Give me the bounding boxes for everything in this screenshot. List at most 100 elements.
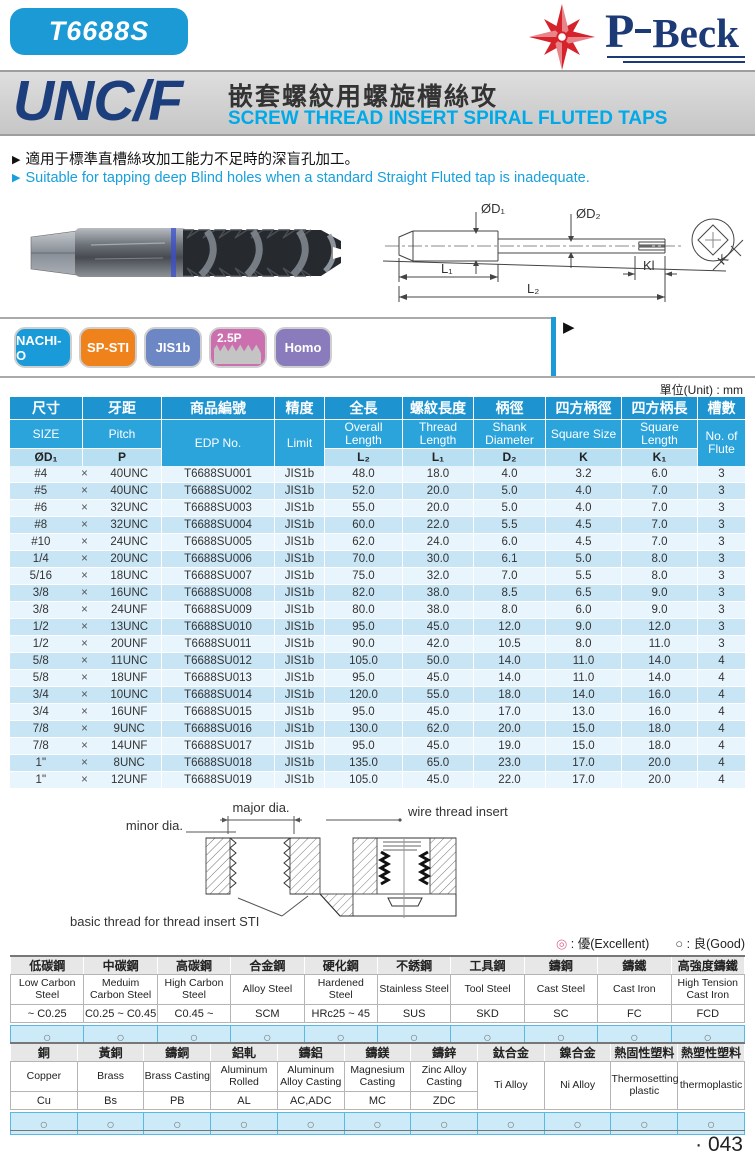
spec-cell: 20.0 bbox=[403, 483, 474, 500]
spec-cell: 80.0 bbox=[325, 602, 403, 619]
insert-label-major: major dia. bbox=[232, 800, 289, 815]
material-abbr: AC,ADC bbox=[276, 1091, 345, 1110]
spec-size-cell: #10 × 24UNC bbox=[10, 534, 162, 551]
spec-col-0: 尺寸 SIZE ØD₁ bbox=[10, 397, 83, 466]
spec-cell: 45.0 bbox=[403, 738, 474, 755]
spec-cell: 17.0 bbox=[546, 755, 622, 772]
spec-cell: 45.0 bbox=[403, 772, 474, 789]
bullet-zh: ▶ 適用于標準直槽絲攻加工能力不足時的深盲孔加工。 bbox=[12, 148, 359, 169]
spec-cell: 6.5 bbox=[546, 585, 622, 602]
spec-size-cell: #4 × 40UNC bbox=[10, 466, 162, 483]
material-rating-row: ○ ○ ○ ○ ○ ○ ○ ○ ○ ○ bbox=[9, 1025, 746, 1048]
spec-header-sym: K₁ bbox=[622, 449, 697, 466]
spec-size-cell: 5/8 × 11UNC bbox=[10, 653, 162, 670]
rating-circle-icon: ○ bbox=[10, 1112, 78, 1135]
spec-cell: 3 bbox=[698, 602, 745, 619]
spec-cell: 17.0 bbox=[474, 704, 546, 721]
material-name-zh: 鑄鋁 bbox=[276, 1042, 345, 1062]
logo-underline bbox=[607, 56, 745, 58]
spec-cell: JIS1b bbox=[275, 483, 325, 500]
size-value: 1" bbox=[35, 757, 47, 769]
material-abbr: Cu bbox=[10, 1091, 78, 1110]
material-name-zh: 鑄鋅 bbox=[410, 1042, 479, 1062]
spec-table: 尺寸 SIZE ØD₁ 牙距 Pitch P 商品編號 EDP No. 精度 Limit 全長 Ove… bbox=[10, 397, 745, 789]
spec-cell: 6.0 bbox=[546, 602, 622, 619]
times-symbol: × bbox=[81, 757, 88, 769]
spec-cell: 11.0 bbox=[622, 636, 698, 653]
spec-cell: 15.0 bbox=[546, 721, 622, 738]
spec-cell: 14.0 bbox=[474, 670, 546, 687]
spec-cell: 4 bbox=[698, 687, 745, 704]
table-row: 5/8 × 11UNC T6688SU012 JIS1b 105.0 50.0 14.0 11.… bbox=[10, 653, 745, 670]
rating-circle-icon: ○ bbox=[410, 1112, 479, 1135]
spec-cell: 6.1 bbox=[474, 551, 546, 568]
spec-size-cell: 3/8 × 16UNC bbox=[10, 585, 162, 602]
page-number: · 043 bbox=[695, 1133, 743, 1156]
spec-header-en: No. of Flute bbox=[698, 420, 745, 466]
times-symbol: × bbox=[81, 638, 88, 650]
spec-cell: 3 bbox=[698, 636, 745, 653]
pitch-value: 11UNC bbox=[110, 655, 148, 667]
times-symbol: × bbox=[81, 740, 88, 752]
times-symbol: × bbox=[81, 502, 88, 514]
spec-cell: 4 bbox=[698, 653, 745, 670]
spec-cell: 8.0 bbox=[474, 602, 546, 619]
rating-circle-icon: ○ bbox=[543, 1112, 612, 1135]
insert-label-minor: minor dia. bbox=[126, 818, 183, 833]
spec-cell: 42.0 bbox=[403, 636, 474, 653]
size-value: 1" bbox=[35, 774, 47, 786]
badge-sp-sti: SP-STI bbox=[79, 327, 137, 368]
good-icon: ○ bbox=[675, 936, 684, 951]
spec-cell: JIS1b bbox=[275, 687, 325, 704]
spec-header-sym: ØD₁ bbox=[10, 449, 82, 466]
size-value: 5/16 bbox=[29, 570, 52, 582]
spec-cell: 18.0 bbox=[622, 721, 698, 738]
spec-col-3: 精度 Limit bbox=[275, 397, 325, 466]
spec-cell: 8.0 bbox=[622, 568, 698, 585]
spec-cell: T6688SU007 bbox=[162, 568, 275, 585]
spec-cell: JIS1b bbox=[275, 755, 325, 772]
spec-col-2: 商品編號 EDP No. bbox=[162, 397, 275, 466]
table-row: #5 × 40UNC T6688SU002 JIS1b 52.0 20.0 5.0 4.0 7.0… bbox=[10, 483, 745, 500]
badge-label: Homo bbox=[284, 340, 322, 355]
spec-cell: 22.0 bbox=[474, 772, 546, 789]
material-name-zh: 工具鋼 bbox=[450, 955, 525, 975]
table-row: 3/8 × 16UNC T6688SU008 JIS1b 82.0 38.0 8.5 6.5 9.… bbox=[10, 585, 745, 602]
material-name-en: Brass Casting bbox=[143, 1061, 212, 1092]
spec-cell: 30.0 bbox=[403, 551, 474, 568]
dim-label-l2: L₂ bbox=[527, 281, 539, 296]
spec-cell: 75.0 bbox=[325, 568, 403, 585]
spec-size-cell: 3/4 × 16UNF bbox=[10, 704, 162, 721]
material-name-en: Meduim Carbon Steel bbox=[83, 974, 158, 1005]
spec-cell: T6688SU013 bbox=[162, 670, 275, 687]
spec-header-sym: L₁ bbox=[403, 449, 473, 466]
brand-name: P Beck bbox=[605, 4, 739, 59]
material-name-zh: 合金鋼 bbox=[230, 955, 305, 975]
spec-cell: 7.0 bbox=[622, 517, 698, 534]
spec-size-cell: 1" × 8UNC bbox=[10, 755, 162, 772]
spec-cell: JIS1b bbox=[275, 585, 325, 602]
spec-size-cell: 1/4 × 20UNC bbox=[10, 551, 162, 568]
spec-cell: T6688SU006 bbox=[162, 551, 275, 568]
material-rating-row: ○ ○ ○ ○ ○ ○ ○ ○ ○ ○ ○ bbox=[10, 1112, 745, 1135]
size-value: 3/8 bbox=[32, 604, 49, 616]
spec-cell: 11.0 bbox=[546, 653, 622, 670]
material-name-en: Ni Alloy bbox=[543, 1061, 612, 1110]
pitch-value: 20UNC bbox=[110, 553, 149, 565]
material-abbr: FC bbox=[597, 1004, 672, 1023]
rating-circle-icon: ○ bbox=[143, 1112, 212, 1135]
spec-cell: JIS1b bbox=[275, 568, 325, 585]
size-value: 3/8 bbox=[32, 587, 49, 599]
spec-header-en: Thread Length bbox=[403, 420, 473, 449]
material-name-en: Copper bbox=[10, 1061, 78, 1092]
spec-cell: 16.0 bbox=[622, 704, 698, 721]
times-symbol: × bbox=[81, 774, 88, 786]
spec-cell: 7.0 bbox=[622, 483, 698, 500]
spec-size-cell: #6 × 32UNC bbox=[10, 500, 162, 517]
spec-cell: 62.0 bbox=[325, 534, 403, 551]
spec-cell: 12.0 bbox=[474, 619, 546, 636]
table-row: 5/8 × 18UNF T6688SU013 JIS1b 95.0 45.0 14.0 11.0… bbox=[10, 670, 745, 687]
rating-circle-icon: ○ bbox=[210, 1112, 278, 1135]
material-en-row: Copper Brass Brass Casting Aluminum Rolled A… bbox=[10, 1061, 745, 1110]
model-badge: T6688S bbox=[10, 8, 188, 55]
